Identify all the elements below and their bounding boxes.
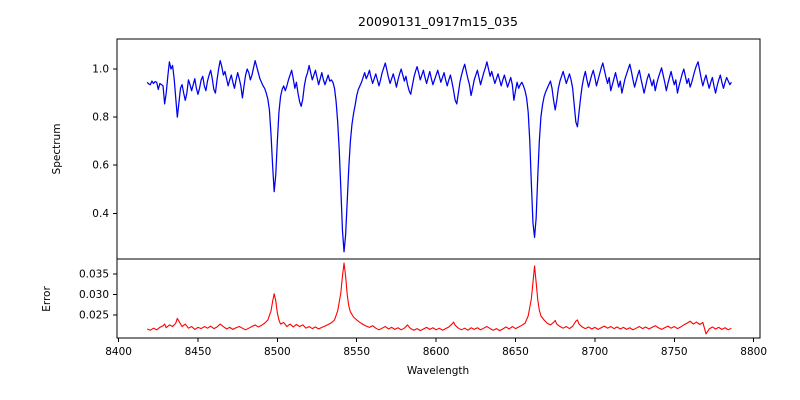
x-tick-label: 8700 — [582, 346, 609, 358]
x-tick-label: 8600 — [423, 346, 450, 358]
x-tick-label: 8400 — [105, 346, 132, 358]
y-tick-label: 0.6 — [92, 160, 109, 172]
x-tick-label: 8550 — [343, 346, 370, 358]
error-line — [146, 262, 732, 335]
y-tick-label: 0.030 — [79, 289, 109, 301]
y-tick-label: 0.8 — [92, 112, 109, 124]
x-tick-label: 8650 — [502, 346, 529, 358]
y-axis-label-spectrum: Spectrum — [51, 123, 63, 175]
spectrum-line — [146, 60, 732, 253]
y-tick-label: 0.025 — [79, 310, 109, 322]
error-panel-frame — [116, 258, 761, 339]
x-axis-label: Wavelength — [406, 365, 470, 377]
x-tick-label: 8450 — [185, 346, 212, 358]
x-tick-label: 8750 — [661, 346, 688, 358]
x-tick-label: 8500 — [264, 346, 291, 358]
y-axis-label-error: Error — [41, 286, 53, 312]
y-tick-label: 0.035 — [79, 269, 109, 281]
y-tick-label: 1.0 — [92, 64, 109, 76]
x-tick-label: 8800 — [740, 346, 767, 358]
chart-title: 20090131_0917m15_035 — [358, 14, 518, 29]
y-tick-label: 0.4 — [92, 208, 109, 220]
